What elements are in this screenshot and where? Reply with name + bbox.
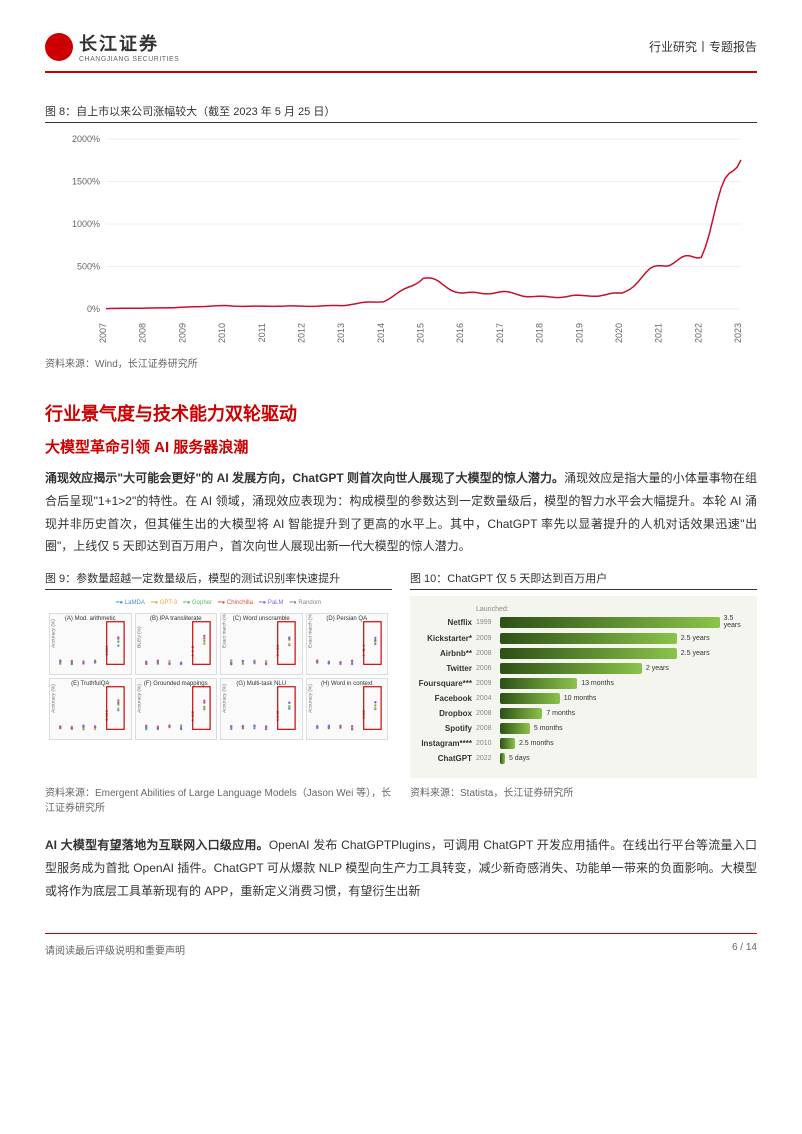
chart9-panel: (H) Word in context Accuracy (%) <box>306 678 389 740</box>
chart10-body: Launched: Netflix 1999 3.5 years Kicksta… <box>410 596 757 778</box>
chart10-col: 图 10：ChatGPT 仅 5 天即达到百万用户 Launched: Netf… <box>410 570 757 778</box>
chart9-panel: (B) IPA transliterate BLEU (%) <box>135 613 218 675</box>
svg-text:2023: 2023 <box>733 323 743 343</box>
chart10-row: ChatGPT 2022 5 days <box>418 753 749 764</box>
svg-text:2016: 2016 <box>455 323 465 343</box>
chart10-row: Twitter 2006 2 years <box>418 663 749 674</box>
chart9-panel: (F) Grounded mappings Accuracy (%) <box>135 678 218 740</box>
chart10-row: Facebook 2004 10 months <box>418 693 749 704</box>
chart10-row: Airbnb** 2008 2.5 years <box>418 648 749 659</box>
svg-text:2021: 2021 <box>654 323 664 343</box>
svg-text:2008: 2008 <box>138 323 148 343</box>
chart10-row: Instagram**** 2010 2.5 months <box>418 738 749 749</box>
svg-text:Exact match (%): Exact match (%) <box>307 614 313 648</box>
logo: 长江证券 CHANGJIANG SECURITIES <box>45 30 179 63</box>
chart8-title: 图 8：自上市以来公司涨幅较大（截至 2023 年 5 月 25 日） <box>45 103 757 123</box>
footer-page-number: 6 / 14 <box>732 942 757 957</box>
chart9-panel: (C) Word unscramble Exact match (%) <box>220 613 303 675</box>
company-name-cn: 长江证券 <box>79 30 179 56</box>
svg-text:1000%: 1000% <box>72 219 100 229</box>
paragraph-1: 涌现效应揭示"大可能会更好"的 AI 发展方向，ChatGPT 则首次向世人展现… <box>45 467 757 558</box>
chart9-panel: (G) Multi-task NLU Accuracy (%) <box>220 678 303 740</box>
svg-text:2013: 2013 <box>336 323 346 343</box>
svg-text:2018: 2018 <box>535 323 545 343</box>
chart10-row: Netflix 1999 3.5 years <box>418 615 749 629</box>
svg-text:2014: 2014 <box>376 323 386 343</box>
svg-text:2017: 2017 <box>495 323 505 343</box>
logo-icon <box>45 33 73 61</box>
chart10-row: Kickstarter* 2009 2.5 years <box>418 633 749 644</box>
svg-text:0%: 0% <box>87 304 100 314</box>
chart9-grid: (A) Mod. arithmetic Accuracy (%) (B) IPA… <box>45 609 392 744</box>
svg-text:Accuracy (%): Accuracy (%) <box>221 684 227 713</box>
svg-text:2011: 2011 <box>257 323 267 342</box>
header-category: 行业研究丨专题报告 <box>649 38 757 55</box>
chart8-container: 0% 500% 1000% 1500% 2000% 2007 2008 2009 2010 201… <box>45 129 757 349</box>
p1-bold: 涌现效应揭示"大可能会更好"的 AI 发展方向，ChatGPT 则首次向世人展现… <box>45 471 564 485</box>
section-h2: 大模型革命引领 AI 服务器浪潮 <box>45 436 757 457</box>
svg-text:Accuracy (%): Accuracy (%) <box>307 684 313 713</box>
chart9-panel: (A) Mod. arithmetic Accuracy (%) <box>49 613 132 675</box>
company-name-en: CHANGJIANG SECURITIES <box>79 56 179 63</box>
chart10-source: 资料来源：Statista，长江证券研究所 <box>410 784 757 814</box>
p2-bold: AI 大模型有望落地为互联网入口级应用。 <box>45 838 269 852</box>
paragraph-2: AI 大模型有望落地为互联网入口级应用。OpenAI 发布 ChatGPTPlu… <box>45 834 757 902</box>
page-header: 长江证券 CHANGJIANG SECURITIES 行业研究丨专题报告 <box>45 30 757 73</box>
footer-disclaimer: 请阅读最后评级说明和重要声明 <box>45 942 185 957</box>
svg-text:2015: 2015 <box>416 323 426 343</box>
svg-text:Exact match (%): Exact match (%) <box>221 614 227 648</box>
chart9-source: 资料来源：Emergent Abilities of Large Languag… <box>45 784 392 814</box>
svg-text:2020: 2020 <box>614 323 624 343</box>
chart9-legend-row: ━● LaMDA━● GPT-3━● Gopher━● Chinchilla━●… <box>45 596 392 609</box>
chart9-col: 图 9：参数量超越一定数量级后，模型的测试识别率快速提升 ━● LaMDA━● … <box>45 570 392 778</box>
svg-text:1500%: 1500% <box>72 177 100 187</box>
page-footer: 请阅读最后评级说明和重要声明 6 / 14 <box>45 933 757 957</box>
chart9-title: 图 9：参数量超越一定数量级后，模型的测试识别率快速提升 <box>45 570 392 590</box>
chart8-source: 资料来源：Wind，长江证券研究所 <box>45 355 757 370</box>
chart10-row: Spotify 2008 5 months <box>418 723 749 734</box>
svg-text:2010: 2010 <box>217 323 227 343</box>
chart10-row: Foursquare*** 2009 13 months <box>418 678 749 689</box>
chart10-row: Dropbox 2008 7 months <box>418 708 749 719</box>
svg-text:Accuracy (%): Accuracy (%) <box>50 684 56 713</box>
chart9-panel: (D) Persian QA Exact match (%) <box>306 613 389 675</box>
chart9-panel: (E) TruthfulQA Accuracy (%) <box>49 678 132 740</box>
section-h1: 行业景气度与技术能力双轮驱动 <box>45 400 757 426</box>
svg-text:2022: 2022 <box>693 323 703 343</box>
svg-text:2000%: 2000% <box>72 134 100 144</box>
svg-text:Accuracy (%): Accuracy (%) <box>50 619 56 648</box>
svg-text:2007: 2007 <box>98 323 108 343</box>
svg-text:2019: 2019 <box>574 323 584 343</box>
svg-text:2012: 2012 <box>296 323 306 343</box>
chart10-title: 图 10：ChatGPT 仅 5 天即达到百万用户 <box>410 570 757 590</box>
svg-text:Accuracy (%): Accuracy (%) <box>136 684 142 713</box>
svg-text:500%: 500% <box>77 262 100 272</box>
svg-text:BLEU (%): BLEU (%) <box>136 626 142 648</box>
chart8-svg: 0% 500% 1000% 1500% 2000% 2007 2008 2009 2010 201… <box>45 129 757 349</box>
svg-text:2009: 2009 <box>177 323 187 343</box>
